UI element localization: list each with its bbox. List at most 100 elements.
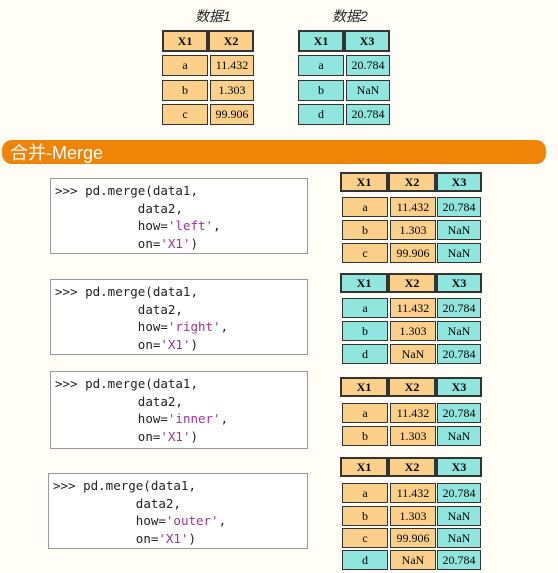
code-string: 'outer' <box>165 513 219 528</box>
result-cell: 99.906 <box>390 528 436 548</box>
result-header: X1 <box>340 377 388 397</box>
result-cell: a <box>342 197 388 217</box>
result-cell: 1.303 <box>390 321 436 341</box>
result-cell: NaN <box>437 243 481 263</box>
data2-header-x3: X3 <box>344 30 390 52</box>
result-cell: 11.432 <box>390 298 436 318</box>
result-cell: d <box>342 550 388 570</box>
data2-cell: b <box>298 80 344 101</box>
data2-header-x1: X1 <box>298 30 344 52</box>
result-cell: 1.303 <box>390 426 436 446</box>
code-token: ) <box>190 235 199 251</box>
result-cell: NaN <box>437 528 481 548</box>
result-header: X3 <box>436 172 482 192</box>
code-line: >>> pd.merge(data1, <box>53 478 196 493</box>
result-cell: 20.784 <box>437 550 481 570</box>
result-header: X3 <box>436 377 482 397</box>
data1-cell: 1.303 <box>210 80 254 101</box>
code-string: 'X1' <box>160 428 191 444</box>
data1-cell: 11.432 <box>210 55 254 76</box>
code-block-right: >>> pd.merge(data1, data2, how='right', … <box>50 279 308 355</box>
data2-cell: NaN <box>346 80 390 101</box>
data2-cell: a <box>298 55 344 76</box>
result-header: X3 <box>436 273 482 293</box>
data2-cell: 20.784 <box>346 55 390 76</box>
code-token: how= <box>137 411 168 426</box>
data1-header-x1: X1 <box>162 30 208 52</box>
result-cell: b <box>342 220 388 240</box>
result-cell: NaN <box>437 220 481 240</box>
code-token: on= <box>137 336 161 352</box>
code-token: , <box>213 218 221 233</box>
code-line: data2, <box>137 393 183 409</box>
code-line: data2, <box>137 200 183 216</box>
result-header: X1 <box>340 172 388 192</box>
result-header: X2 <box>388 172 436 192</box>
code-token: on= <box>137 428 161 444</box>
result-cell: a <box>342 298 388 318</box>
code-string: 'X1' <box>160 235 191 251</box>
code-block-left: >>> pd.merge(data1, data2, how='left', o… <box>50 178 308 254</box>
code-string: 'right' <box>167 319 221 334</box>
data1-cell: b <box>162 80 208 101</box>
result-cell: NaN <box>437 426 481 446</box>
data2-cell: d <box>298 104 344 125</box>
code-string: 'X1' <box>160 336 191 352</box>
result-cell: d <box>342 344 388 364</box>
result-cell: 20.784 <box>437 403 481 423</box>
code-token: on= <box>135 530 159 546</box>
result-cell: a <box>342 403 388 423</box>
result-cell: 1.303 <box>390 220 436 240</box>
result-header: X2 <box>388 377 436 397</box>
data1-header-x2: X2 <box>208 30 254 52</box>
code-block-inner: >>> pd.merge(data1, data2, how='inner', … <box>50 371 308 449</box>
result-cell: NaN <box>437 321 481 341</box>
result-cell: 11.432 <box>390 483 436 503</box>
result-cell: 11.432 <box>390 403 436 423</box>
result-cell: NaN <box>390 550 436 570</box>
result-cell: 1.303 <box>390 506 436 526</box>
result-header: X1 <box>340 457 388 477</box>
result-cell: 20.784 <box>437 298 481 318</box>
code-token: ) <box>190 336 199 352</box>
result-cell: b <box>342 506 388 526</box>
code-token: how= <box>137 319 168 334</box>
code-string: 'left' <box>167 218 214 233</box>
data1-title: 数据1 <box>195 8 231 24</box>
code-string: 'inner' <box>167 411 221 426</box>
code-line: >>> pd.merge(data1, <box>55 183 198 198</box>
result-cell: NaN <box>390 344 436 364</box>
result-header: X2 <box>388 273 436 293</box>
result-header: X1 <box>340 273 388 293</box>
code-line: data2, <box>135 495 181 511</box>
result-cell: 20.784 <box>437 197 481 217</box>
result-cell: 11.432 <box>390 197 436 217</box>
code-string: 'X1' <box>158 530 189 546</box>
data1-cell: c <box>162 104 208 125</box>
code-token: on= <box>137 235 161 251</box>
result-cell: 20.784 <box>437 344 481 364</box>
result-cell: a <box>342 483 388 503</box>
result-header: X3 <box>436 457 482 477</box>
result-cell: b <box>342 426 388 446</box>
code-token: ) <box>190 428 199 444</box>
data1-cell: 99.906 <box>210 104 254 125</box>
result-cell: NaN <box>437 506 481 526</box>
data2-cell: 20.784 <box>346 104 390 125</box>
result-header: X2 <box>388 457 436 477</box>
code-token: , <box>218 513 227 528</box>
code-token: how= <box>137 218 168 233</box>
result-cell: b <box>342 321 388 341</box>
code-token: how= <box>135 513 166 528</box>
code-line: data2, <box>137 301 183 317</box>
result-cell: 99.906 <box>390 243 436 263</box>
code-line: >>> pd.merge(data1, <box>55 376 198 391</box>
data2-title: 数据2 <box>332 8 368 24</box>
result-cell: 20.784 <box>437 483 481 503</box>
code-line: >>> pd.merge(data1, <box>55 284 198 299</box>
code-token: , <box>220 319 229 334</box>
merge-section-banner: 合并-Merge <box>2 140 546 164</box>
code-block-outer: >>> pd.merge(data1, data2, how='outer', … <box>48 473 308 549</box>
code-token: , <box>220 411 229 426</box>
result-cell: c <box>342 528 388 548</box>
